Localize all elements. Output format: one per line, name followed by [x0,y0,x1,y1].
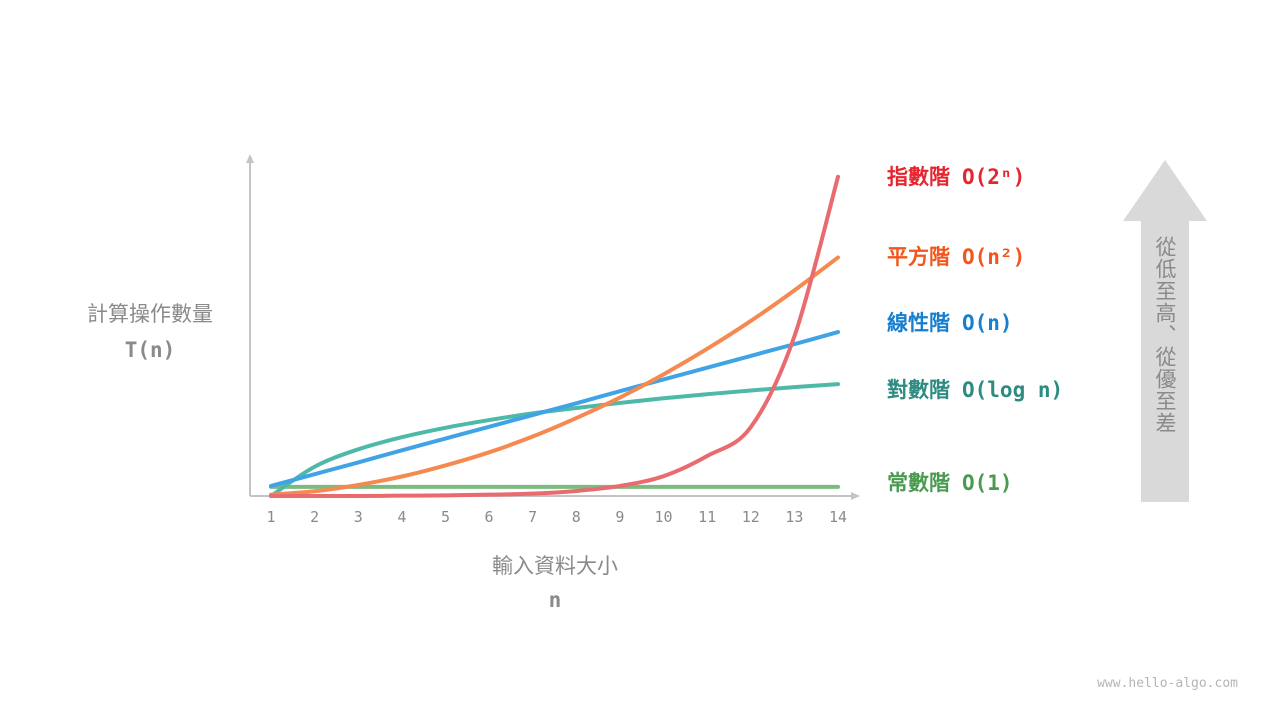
axes [246,154,860,500]
series-line-0 [269,174,840,499]
series-name: 對數階 [887,378,950,402]
legend-logarithmic: 對數階 O(log n) [887,374,1063,404]
x-tick-label: 12 [742,508,760,526]
series-line-3 [269,382,840,498]
y-axis-symbol: T(n) [124,338,176,362]
side-arrow-text: 從低至高、從優至差 [1153,236,1177,434]
legend-linear: 線性階 O(n) [887,307,1013,337]
series-complexity: O(2ⁿ) [962,165,1026,189]
series-complexity: O(n²) [962,245,1026,269]
series-name: 常數階 [887,471,950,495]
x-tick-label: 14 [829,508,847,526]
series-line-1 [269,255,840,497]
up-arrow-icon [1123,160,1207,502]
legend-constant: 常數階 O(1) [887,467,1013,497]
x-tick-label: 5 [441,508,450,526]
x-tick-label: 1 [266,508,275,526]
y-axis-label: 計算操作數量 [87,302,213,326]
x-tick-label: 2 [310,508,319,526]
watermark: www.hello-algo.com [1097,676,1238,691]
series-name: 指數階 [887,165,950,189]
x-axis-arrowhead [851,492,860,500]
x-tick-label: 8 [572,508,581,526]
series-complexity: O(log n) [962,378,1064,402]
y-axis-arrowhead [246,154,254,163]
series-complexity: O(1) [962,471,1013,495]
x-tick-label: 7 [528,508,537,526]
x-tick-labels: 1 2 3 4 5 6 7 8 9 10 11 12 13 14 [266,508,847,526]
series-lines [269,174,840,499]
legend-quadratic: 平方階 O(n²) [887,241,1025,271]
x-axis-label: 輸入資料大小 [492,554,618,578]
x-tick-label: 10 [655,508,673,526]
x-tick-label: 6 [485,508,494,526]
legend-exponential: 指數階 O(2ⁿ) [887,161,1025,191]
series-line-2 [269,330,840,488]
x-axis-symbol: n [548,588,562,612]
series-name: 平方階 [887,245,950,269]
x-tick-label: 13 [785,508,803,526]
x-tick-label: 9 [615,508,624,526]
series-complexity: O(n) [962,311,1013,335]
x-tick-label: 3 [354,508,363,526]
x-tick-label: 11 [698,508,716,526]
x-tick-label: 4 [397,508,406,526]
series-name: 線性階 [887,311,950,335]
